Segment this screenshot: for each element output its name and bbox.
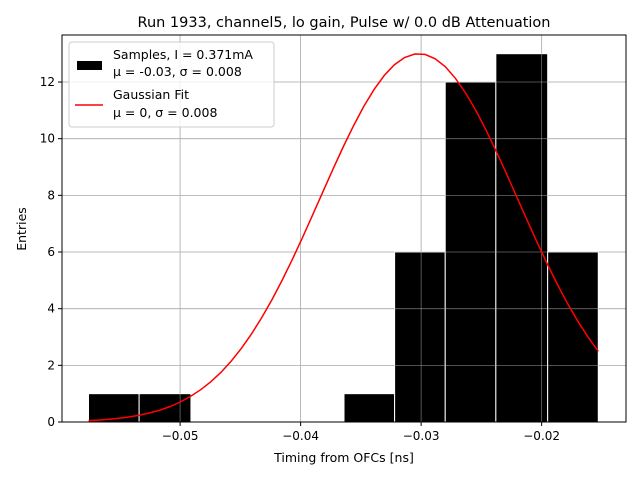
y-tick-label: 6 bbox=[47, 245, 55, 259]
y-tick-label: 0 bbox=[47, 415, 55, 429]
y-axis-label: Entries bbox=[14, 207, 29, 251]
legend-box bbox=[68, 41, 275, 128]
histogram-bar bbox=[88, 393, 140, 423]
y-tick-label: 12 bbox=[40, 75, 55, 89]
legend-histogram-swatch bbox=[77, 61, 102, 70]
x-tick-label: −0.03 bbox=[403, 429, 440, 443]
y-axis-ticks: 0 2 4 6 8 10 12 bbox=[40, 75, 62, 429]
y-tick-label: 10 bbox=[40, 132, 55, 146]
legend-histogram-stats: μ = -0.03, σ = 0.008 bbox=[113, 64, 242, 79]
histogram-bar bbox=[343, 393, 396, 423]
y-tick-label: 2 bbox=[47, 358, 55, 372]
x-axis-label: Timing from OFCs [ns] bbox=[273, 450, 414, 465]
legend-fit-stats: μ = 0, σ = 0.008 bbox=[113, 105, 217, 120]
y-tick-label: 4 bbox=[47, 302, 55, 316]
x-tick-label: −0.04 bbox=[282, 429, 319, 443]
x-tick-label: −0.02 bbox=[523, 429, 560, 443]
histogram-bar bbox=[394, 251, 446, 423]
histogram-bar bbox=[495, 53, 549, 423]
x-axis-ticks: −0.05 −0.04 −0.03 −0.02 bbox=[162, 422, 560, 443]
histogram-bar bbox=[547, 251, 599, 423]
legend-fit-label: Gaussian Fit bbox=[113, 87, 189, 102]
legend: Samples, I = 0.371mA μ = -0.03, σ = 0.00… bbox=[68, 41, 275, 128]
legend-histogram-label: Samples, I = 0.371mA bbox=[113, 47, 253, 62]
chart-title: Run 1933, channel5, lo gain, Pulse w/ 0.… bbox=[138, 15, 551, 31]
plot-frame bbox=[61, 34, 627, 423]
y-tick-label: 8 bbox=[47, 188, 55, 202]
x-tick-label: −0.05 bbox=[162, 429, 199, 443]
gaussian-fit-line bbox=[88, 53, 599, 422]
